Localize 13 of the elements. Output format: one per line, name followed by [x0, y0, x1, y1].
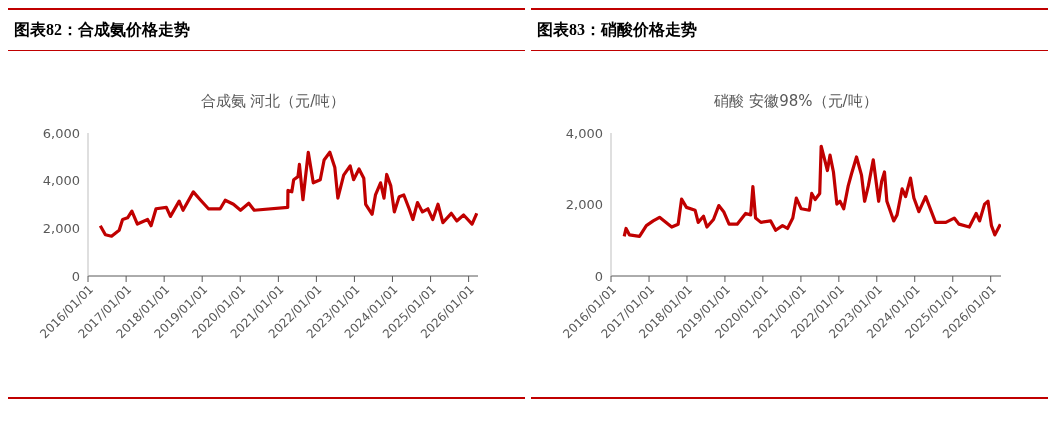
- chart-title: 图表83：硝酸价格走势: [531, 8, 1048, 51]
- chart-subtitle: 硝酸 安徽98%（元/吨）: [713, 92, 879, 111]
- y-tick-label: 4,000: [565, 125, 603, 141]
- y-tick-label: 2,000: [565, 197, 603, 213]
- y-tick-label: 2,000: [42, 220, 80, 236]
- y-tick-label: 4,000: [42, 173, 80, 189]
- line-series: [622, 144, 1001, 238]
- line-series: [98, 150, 478, 238]
- y-tick-label: 6,000: [42, 125, 80, 141]
- chart-title: 图表82：合成氨价格走势: [8, 8, 525, 51]
- y-tick-label: 0: [71, 268, 80, 284]
- chart-subtitle: 合成氨 河北（元/吨）: [199, 92, 347, 111]
- y-tick-label: 0: [594, 268, 603, 284]
